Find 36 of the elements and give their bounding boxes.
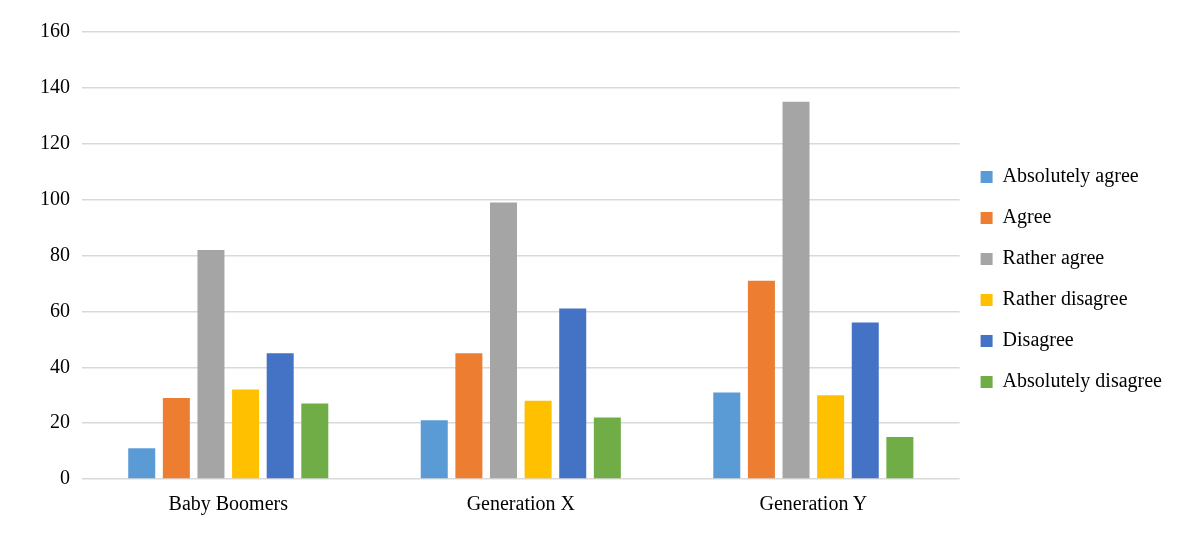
bar — [524, 400, 552, 479]
bar — [747, 280, 775, 479]
bar — [713, 392, 741, 479]
y-tick-label: 100 — [40, 186, 70, 209]
y-tick-label: 140 — [40, 75, 70, 98]
bar — [593, 417, 621, 479]
bar — [782, 101, 810, 479]
y-tick-label: 160 — [40, 19, 70, 42]
legend-label: Rather disagree — [1002, 287, 1128, 311]
bar — [197, 249, 225, 479]
bar — [817, 395, 845, 479]
legend-label: Agree — [1002, 205, 1052, 229]
y-tick-label: 60 — [50, 298, 70, 321]
legend-label: Absolutely agree — [1002, 164, 1139, 188]
bar — [851, 322, 879, 479]
x-tick-label: Generation Y — [759, 492, 868, 515]
x-tick-label: Baby Boomers — [168, 492, 289, 516]
bar — [128, 448, 156, 479]
y-tick-label: 120 — [40, 131, 70, 153]
bar — [266, 353, 294, 479]
y-tick-label: 20 — [50, 410, 70, 433]
bar — [232, 389, 260, 479]
bar — [886, 437, 914, 479]
y-tick-label: 0 — [60, 466, 70, 489]
y-tick-label: 80 — [50, 242, 70, 265]
y-tick-label: 40 — [50, 354, 70, 377]
bar — [301, 403, 329, 479]
bar — [489, 202, 517, 479]
bar — [455, 353, 483, 479]
bar — [420, 420, 448, 479]
legend-label: Absolutely disagree — [1002, 369, 1163, 393]
bar — [559, 308, 587, 479]
legend-label: Rather agree — [1002, 246, 1105, 270]
bar — [162, 397, 190, 479]
legend-label: Disagree — [1002, 328, 1074, 352]
x-tick-label: Generation X — [466, 492, 576, 515]
